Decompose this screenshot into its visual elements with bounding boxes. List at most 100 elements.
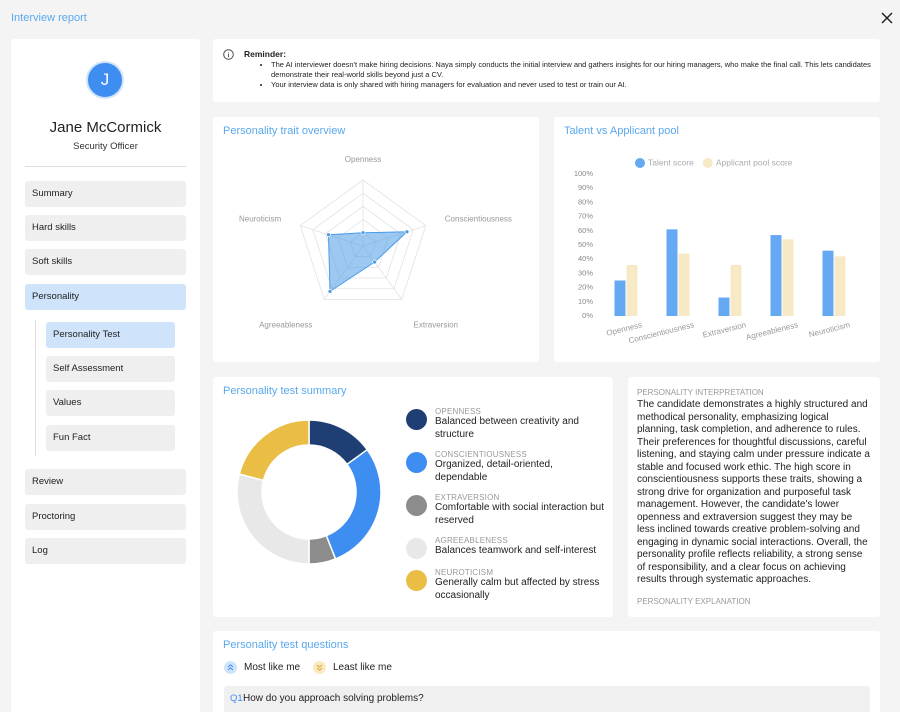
axis-label: Neuroticism	[239, 215, 282, 224]
radar-point	[360, 230, 366, 236]
bar-card: Talent vs Applicant pool 0% 10% 20% 30% 40% 5…	[554, 117, 880, 362]
sub-nav-item[interactable]: Personality Test	[46, 322, 175, 348]
bar	[718, 297, 730, 316]
section-title: Personality test questions	[223, 639, 349, 651]
reminder-card: Reminder: The AI interviewer doesn't mak…	[213, 39, 880, 102]
bar	[822, 250, 834, 316]
nav-item[interactable]: Personality	[25, 284, 186, 310]
chart-title: Personality trait overview	[223, 125, 346, 137]
radar-card: Personality trait overview Openness Consc…	[213, 117, 539, 362]
chart-title: Personality test summary	[223, 385, 347, 397]
bar	[770, 235, 782, 316]
legend-name: AGREEABLENESS	[435, 536, 508, 545]
legend-item: CONSCIENTIOUSNESS Organized, detail-orien…	[406, 450, 607, 484]
legend-swatch	[406, 570, 427, 591]
legend-swatch	[406, 495, 427, 516]
donut-card: Personality test summary OPENNESS Balance…	[213, 377, 613, 617]
grid-ring	[312, 192, 414, 290]
nav-item[interactable]: Hard skills	[25, 215, 186, 241]
sub-nav-item[interactable]: Self Assessment	[46, 356, 175, 382]
radar-point	[404, 229, 410, 235]
donut-chart	[236, 419, 382, 565]
divider	[25, 166, 186, 167]
sub-nav-item[interactable]: Fun Fact	[46, 425, 175, 451]
legend-label: Applicant pool score	[716, 157, 793, 167]
legend-name: CONSCIENTIOUSNESS	[435, 450, 527, 459]
section-heading: PERSONALITY EXPLANATION	[637, 597, 751, 606]
y-tick-label: 40%	[578, 254, 593, 263]
bar	[626, 264, 638, 316]
bar	[834, 256, 846, 316]
y-tick-label: 80%	[578, 197, 593, 206]
sub-nav-line	[35, 320, 36, 456]
bar-chart: 0% 10% 20% 30% 40% 50% 60% 70% 80% 90% 100% Talent …	[574, 157, 852, 345]
bar	[730, 264, 742, 316]
reminder-title: Reminder:	[244, 49, 287, 59]
legend-swatch	[406, 452, 427, 473]
legend-text: NEUROTICISM Generally calm but affected b…	[435, 568, 607, 602]
legend-swatch	[635, 158, 645, 168]
question-row[interactable]: Q1 How do you approach solving problems?	[224, 686, 870, 712]
legend-description: Organized, detail-oriented, dependable	[435, 459, 553, 483]
y-tick-label: 100%	[574, 169, 594, 178]
legend-label: Talent score	[648, 157, 694, 167]
bar	[666, 229, 678, 316]
y-tick-label: 90%	[578, 183, 593, 192]
legend-swatch	[702, 158, 713, 168]
chart-title: Talent vs Applicant pool	[564, 125, 679, 137]
legend-text: EXTRAVERSION Comfortable with social inte…	[435, 493, 607, 527]
bar	[782, 239, 794, 316]
close-button[interactable]	[881, 12, 893, 24]
nav-item[interactable]: Review	[25, 469, 186, 495]
nav-item[interactable]: Soft skills	[25, 249, 186, 275]
x-tick-label: Neuroticism	[808, 320, 851, 339]
candidate-role: Security Officer	[73, 141, 138, 152]
y-tick-label: 50%	[578, 240, 593, 249]
reminder-item: Your interview data is only shared with …	[271, 80, 881, 90]
y-tick-label: 60%	[578, 226, 593, 235]
legend-swatch	[406, 538, 427, 559]
axis-label: Openness	[345, 155, 381, 164]
axis-label: Conscientiousness	[445, 215, 512, 224]
donut-legend: OPENNESS Balanced between creativity and …	[406, 407, 607, 611]
y-tick-label: 10%	[578, 297, 593, 306]
legend-label: Least like me	[333, 662, 392, 673]
radar-point	[372, 259, 377, 265]
legend-text: OPENNESS Balanced between creativity and …	[435, 407, 607, 441]
radar-point	[327, 289, 333, 294]
legend-text: CONSCIENTIOUSNESS Organized, detail-orien…	[435, 450, 607, 484]
radar-chart: Openness Conscientiousness Extraversion Agr…	[239, 155, 512, 330]
legend-item: AGREEABLENESS Balances teamwork and self-…	[406, 536, 607, 559]
axis-label: Extraversion	[414, 321, 458, 330]
x-tick-label: Extraversion	[702, 320, 747, 339]
nav-item[interactable]: Log	[25, 538, 186, 564]
donut-segment	[238, 419, 310, 482]
interpretation-text: The candidate demonstrates a highly stru…	[637, 399, 870, 585]
legend-description: Comfortable with social interaction but …	[435, 502, 604, 526]
sub-nav-item[interactable]: Values	[46, 390, 175, 416]
sidebar: J Jane McCormick Security Officer Summar…	[11, 39, 200, 712]
nav-item[interactable]: Summary	[25, 181, 186, 207]
grid-ring	[299, 179, 427, 300]
info-icon	[223, 49, 234, 60]
donut-segment	[325, 448, 382, 560]
reminder-item: The AI interviewer doesn't make hiring d…	[271, 60, 881, 80]
legend-item: OPENNESS Balanced between creativity and …	[406, 407, 607, 441]
bar	[678, 253, 690, 316]
least-like-icon	[313, 661, 326, 674]
page-title: Interview report	[11, 12, 87, 24]
legend-swatch	[406, 409, 427, 430]
question-number: Q1	[230, 693, 243, 704]
y-tick-label: 0%	[582, 311, 593, 320]
y-tick-label: 30%	[578, 268, 593, 277]
legend-name: NEUROTICISM	[435, 568, 494, 577]
nav-item[interactable]: Proctoring	[25, 504, 186, 530]
candidate-name: Jane McCormick	[49, 119, 162, 136]
legend-item: NEUROTICISM Generally calm but affected b…	[406, 568, 607, 602]
most-like-icon	[224, 661, 237, 674]
y-tick-label: 20%	[578, 283, 593, 292]
x-tick-label: Agreeableness	[745, 320, 799, 342]
